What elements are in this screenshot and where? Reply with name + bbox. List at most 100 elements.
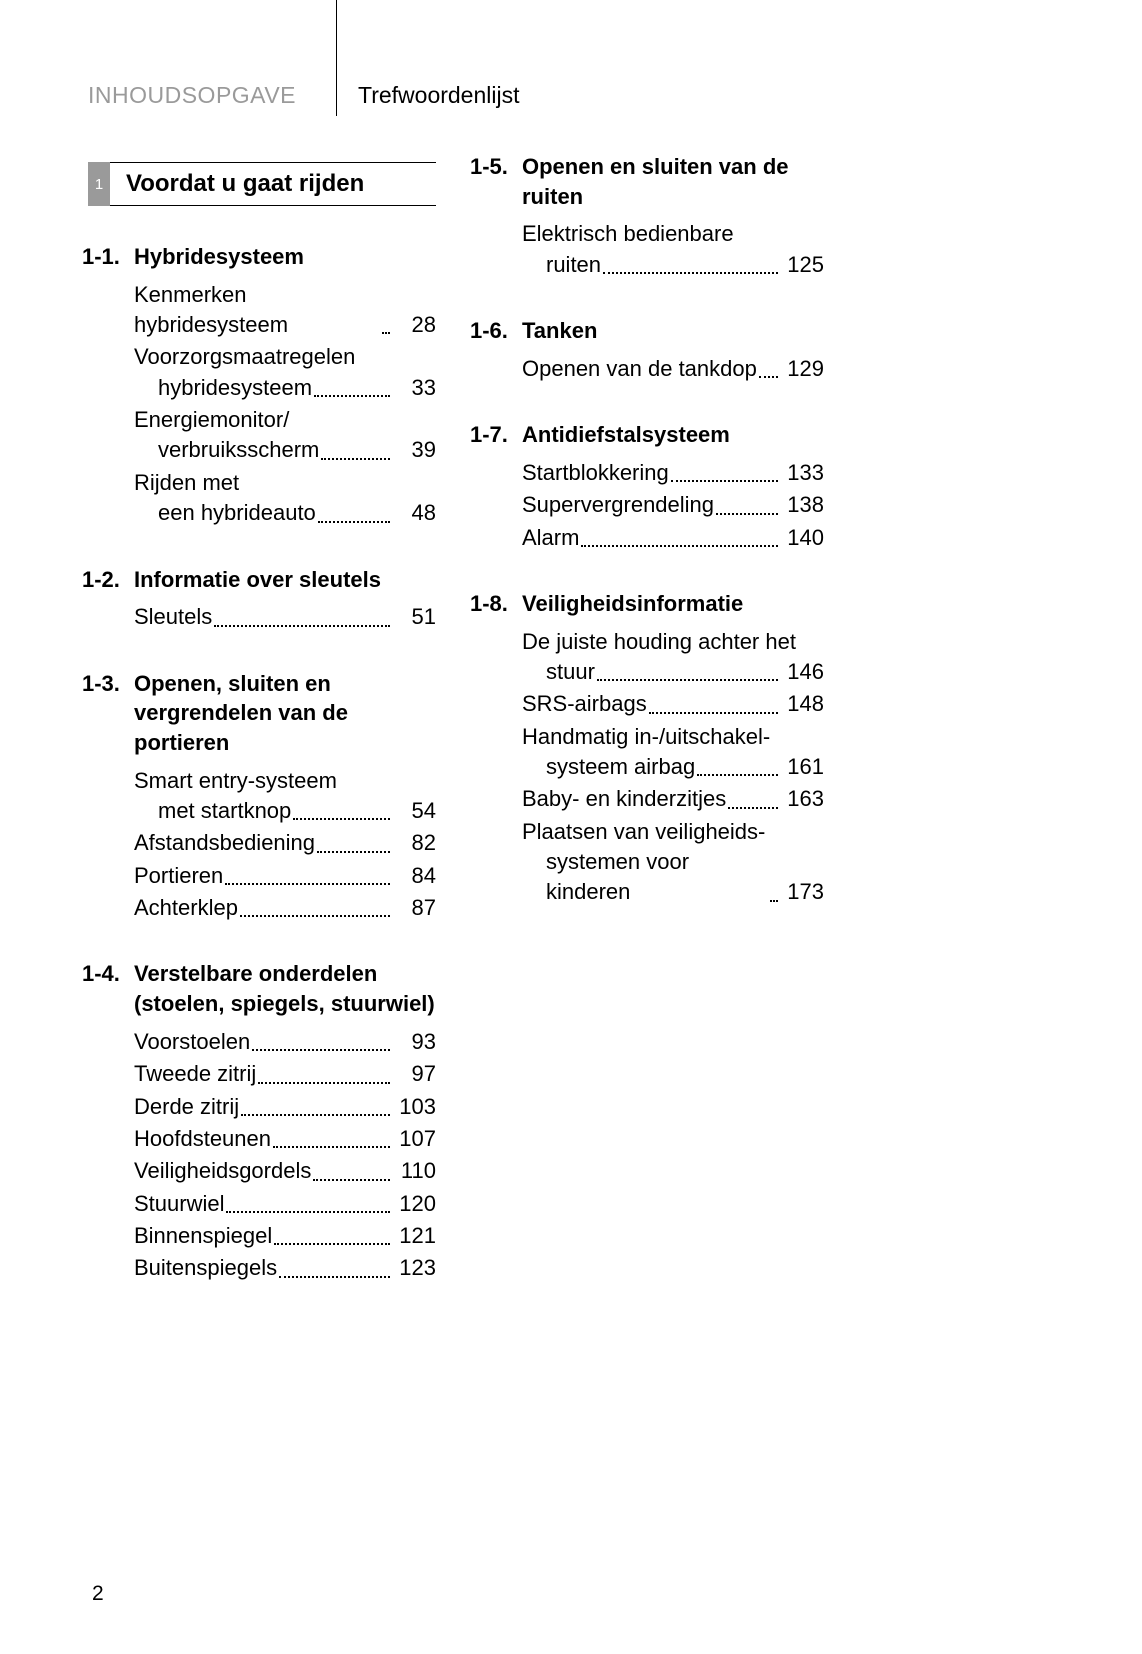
toc-section: 1-2.Informatie over sleutelsSleutels51 bbox=[82, 565, 436, 633]
toc-entry[interactable]: Binnenspiegel121 bbox=[134, 1221, 436, 1251]
section-number: 1-1. bbox=[82, 242, 134, 272]
toc-section: 1-6.TankenOpenen van de tankdop129 bbox=[470, 316, 824, 384]
entry-label: Veiligheidsgordels bbox=[134, 1156, 311, 1186]
entry-page: 84 bbox=[394, 861, 436, 891]
entry-label: SRS-airbags bbox=[522, 689, 647, 719]
tab-inhoudsopgave[interactable]: INHOUDSOPGAVE bbox=[88, 82, 336, 109]
section-number: 1-5. bbox=[470, 152, 522, 211]
entry-page: 138 bbox=[782, 490, 824, 520]
section-number: 1-2. bbox=[82, 565, 134, 595]
entry-leader bbox=[770, 884, 778, 902]
entry-leader bbox=[759, 361, 778, 379]
section-heading: 1-5.Openen en sluiten van de ruiten bbox=[470, 152, 824, 211]
toc-entry[interactable]: Openen van de tankdop129 bbox=[522, 354, 824, 384]
entry-page: 173 bbox=[782, 877, 824, 907]
entry-leader bbox=[240, 900, 390, 918]
section-heading: 1-7.Antidiefstalsysteem bbox=[470, 420, 824, 450]
entry-label: Elektrisch bedienbare bbox=[522, 219, 734, 249]
toc-section: 1-3.Openen, sluiten en vergrendelen van … bbox=[82, 669, 436, 924]
toc-entry[interactable]: Elektrisch bedienbareruiten125 bbox=[522, 219, 824, 280]
toc-entry[interactable]: Energiemonitor/verbruiksscherm39 bbox=[134, 405, 436, 466]
toc-entry[interactable]: Supervergrendeling138 bbox=[522, 490, 824, 520]
section-entries: Voorstoelen93Tweede zitrij97Derde zitrij… bbox=[82, 1027, 436, 1284]
entry-label: Hoofdsteunen bbox=[134, 1124, 271, 1154]
toc-entry[interactable]: Stuurwiel120 bbox=[134, 1189, 436, 1219]
entry-leader bbox=[314, 380, 390, 398]
toc-entry[interactable]: Portieren84 bbox=[134, 861, 436, 891]
toc-section: 1-1.Hybridesysteem Kenmerken hybridesyste… bbox=[82, 242, 436, 529]
entry-leader bbox=[321, 442, 390, 460]
toc-entry[interactable]: Hoofdsteunen107 bbox=[134, 1124, 436, 1154]
entry-leader bbox=[279, 1260, 390, 1278]
entry-label-cont: stuur bbox=[546, 657, 595, 687]
entry-leader bbox=[252, 1034, 390, 1052]
toc-entry[interactable]: Baby- en kinderzitjes163 bbox=[522, 784, 824, 814]
toc-entry[interactable]: Startblokkering133 bbox=[522, 458, 824, 488]
toc-entry[interactable]: Afstandsbediening82 bbox=[134, 828, 436, 858]
entry-page: 82 bbox=[394, 828, 436, 858]
toc-entry[interactable]: Rijden meteen hybrideauto48 bbox=[134, 468, 436, 529]
toc-entry[interactable]: Handmatig in-/uitschakel-systeem airbag 1… bbox=[522, 722, 824, 783]
entry-label-cont: hybridesysteem bbox=[158, 373, 312, 403]
tab-trefwoordenlijst[interactable]: Trefwoordenlijst bbox=[358, 82, 519, 109]
toc-entry[interactable]: Sleutels51 bbox=[134, 602, 436, 632]
section-heading: 1-3.Openen, sluiten en vergrendelen van … bbox=[82, 669, 436, 758]
section-heading: 1-8.Veiligheidsinformatie bbox=[470, 589, 824, 619]
entry-leader bbox=[597, 664, 778, 682]
toc-entry[interactable]: Buitenspiegels 123 bbox=[134, 1253, 436, 1283]
entry-label: Derde zitrij bbox=[134, 1092, 239, 1122]
section-number: 1-7. bbox=[470, 420, 522, 450]
entry-page: 125 bbox=[782, 250, 824, 280]
entry-page: 123 bbox=[394, 1253, 436, 1283]
entry-page: 120 bbox=[394, 1189, 436, 1219]
toc-entry[interactable]: Voorstoelen93 bbox=[134, 1027, 436, 1057]
section-title: Openen en sluiten van de ruiten bbox=[522, 152, 824, 211]
entry-leader bbox=[273, 1131, 390, 1149]
entry-label: Startblokkering bbox=[522, 458, 669, 488]
section-title: Openen, sluiten en vergrendelen van de p… bbox=[134, 669, 436, 758]
toc-column-right: 1-5.Openen en sluiten van de ruiten Elekt… bbox=[470, 152, 824, 1320]
entry-leader bbox=[226, 1195, 390, 1213]
section-title: Veiligheidsinformatie bbox=[522, 589, 824, 619]
entry-label: Handmatig in-/uitschakel- bbox=[522, 722, 770, 752]
entry-leader bbox=[274, 1228, 390, 1246]
section-entries: Openen van de tankdop129 bbox=[470, 354, 824, 384]
section-heading: 1-4.Verstelbare onderdelen (stoelen, spi… bbox=[82, 959, 436, 1018]
entry-leader bbox=[241, 1098, 390, 1116]
entry-page: 54 bbox=[394, 796, 436, 826]
toc-entry[interactable]: Plaatsen van veiligheids-systemen voor k… bbox=[522, 817, 824, 908]
toc-entry[interactable]: SRS-airbags148 bbox=[522, 689, 824, 719]
toc-entry[interactable]: Alarm140 bbox=[522, 523, 824, 553]
entry-leader bbox=[671, 465, 778, 483]
entry-label: Buitenspiegels bbox=[134, 1253, 277, 1283]
toc-entry[interactable]: Smart entry-systeemmet startknop54 bbox=[134, 766, 436, 827]
toc-entry[interactable]: Tweede zitrij97 bbox=[134, 1059, 436, 1089]
toc-entry[interactable]: Voorzorgsmaatregelenhybridesysteem33 bbox=[134, 342, 436, 403]
entry-label-cont: systeem airbag bbox=[546, 752, 695, 782]
toc-entry[interactable]: Derde zitrij 103 bbox=[134, 1092, 436, 1122]
entry-page: 97 bbox=[394, 1059, 436, 1089]
entry-label: Voorzorgsmaatregelen bbox=[134, 342, 355, 372]
toc-entry[interactable]: Veiligheidsgordels110 bbox=[134, 1156, 436, 1186]
toc-entry[interactable]: Achterklep87 bbox=[134, 893, 436, 923]
entry-label: De juiste houding achter het bbox=[522, 627, 796, 657]
toc-entry[interactable]: De juiste houding achter hetstuur146 bbox=[522, 627, 824, 688]
entry-page: 161 bbox=[782, 752, 824, 782]
entry-label-cont: verbruiksscherm bbox=[158, 435, 319, 465]
section-title: Antidiefstalsysteem bbox=[522, 420, 824, 450]
section-number: 1-6. bbox=[470, 316, 522, 346]
entry-leader bbox=[317, 835, 390, 853]
section-title: Verstelbare onderdelen (stoelen, spiegel… bbox=[134, 959, 436, 1018]
section-entries: Startblokkering133Supervergrendeling138A… bbox=[470, 458, 824, 553]
entry-leader bbox=[697, 759, 778, 777]
entry-page: 87 bbox=[394, 893, 436, 923]
toc-section: 1-4.Verstelbare onderdelen (stoelen, spi… bbox=[82, 959, 436, 1283]
section-title: Hybridesysteem bbox=[134, 242, 436, 272]
entry-label: Rijden met bbox=[134, 468, 239, 498]
entry-leader bbox=[716, 497, 778, 515]
section-heading: 1-1.Hybridesysteem bbox=[82, 242, 436, 272]
toc-section: 1-5.Openen en sluiten van de ruiten Elekt… bbox=[470, 152, 824, 280]
entry-leader bbox=[581, 529, 778, 547]
entry-page: 103 bbox=[394, 1092, 436, 1122]
toc-entry[interactable]: Kenmerken hybridesysteem 28 bbox=[134, 280, 436, 341]
